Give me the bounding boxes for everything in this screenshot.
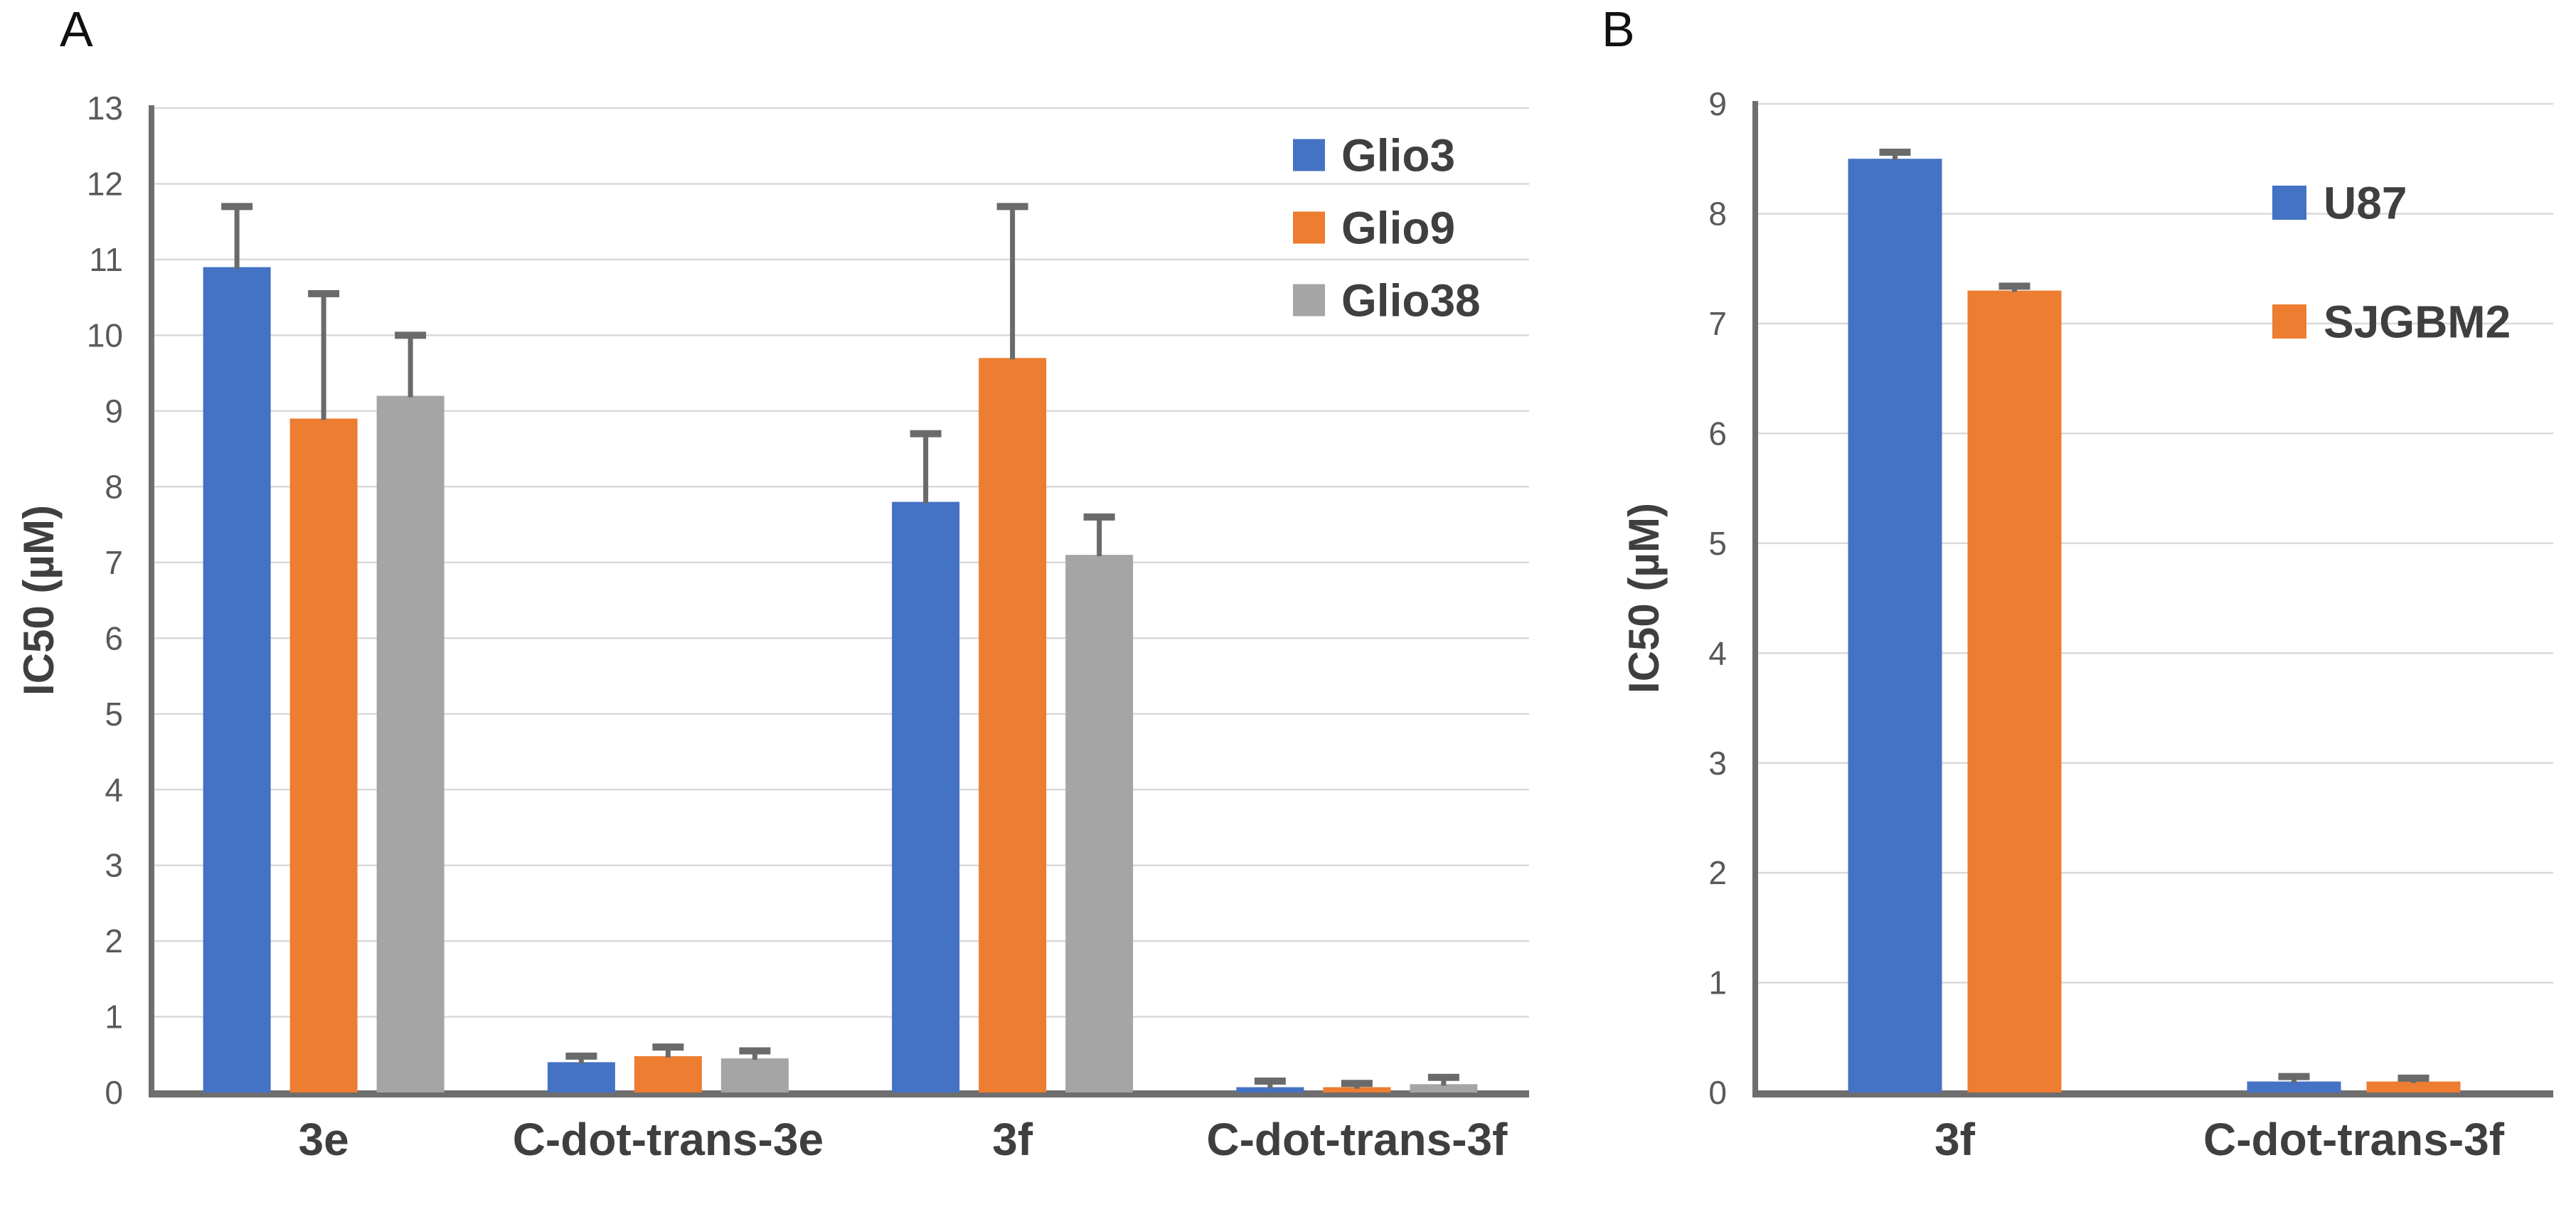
y-tick-label: 7 <box>1708 305 1727 342</box>
legend-swatch-Glio9 <box>1293 211 1325 244</box>
y-axis-title: IC50 (µM) <box>15 505 63 696</box>
bar-U87 <box>1848 159 1942 1093</box>
panel-b-label: B <box>1602 1 1635 57</box>
bar-SJGBM2 <box>1967 290 2062 1092</box>
y-tick-label: 0 <box>1708 1074 1727 1111</box>
category-label: 3f <box>992 1114 1033 1165</box>
legend-label: SJGBM2 <box>2324 296 2511 347</box>
legend-swatch-Glio3 <box>1293 139 1325 171</box>
bar-chart-panel-b: 0 1 2 3 4 5 6 7 8 9 3f C-dot-trans-3f IC50 (µM) U87 SJ… <box>1622 85 2553 1165</box>
y-tick-label: 1 <box>1708 964 1727 1001</box>
bar-Glio9 <box>979 358 1047 1092</box>
y-tick-label: 0 <box>105 1074 123 1111</box>
y-tick-label: 9 <box>1708 85 1727 122</box>
bar-U87 <box>2247 1081 2341 1092</box>
y-tick-label: 1 <box>105 999 123 1036</box>
category-label: C-dot-trans-3f <box>1206 1114 1508 1165</box>
bar-Glio3 <box>892 501 960 1092</box>
legend-swatch-Glio38 <box>1293 284 1325 317</box>
y-tick-label: 2 <box>1708 854 1727 891</box>
y-tick-label: 9 <box>105 393 123 430</box>
y-tick-label: 12 <box>87 166 123 203</box>
y-tick-label: 7 <box>105 544 123 581</box>
y-tick-label: 6 <box>105 620 123 656</box>
bar-Glio3 <box>547 1062 615 1092</box>
legend-label: Glio9 <box>1341 202 1455 253</box>
bar-Glio38 <box>1065 555 1134 1092</box>
legend-label: Glio38 <box>1341 275 1481 326</box>
bar-Glio9 <box>634 1056 702 1092</box>
bar-Glio38 <box>1410 1084 1478 1092</box>
y-tick-label: 2 <box>105 922 123 959</box>
y-tick-label: 5 <box>1708 525 1727 562</box>
y-axis-title: IC50 (µM) <box>1622 503 1668 693</box>
y-tick-label: 5 <box>105 696 123 733</box>
legend-label: Glio3 <box>1341 129 1455 181</box>
bar-Glio38 <box>376 395 445 1092</box>
bar-Glio9 <box>289 418 358 1092</box>
y-tick-label: 6 <box>1708 415 1727 452</box>
y-tick-label: 3 <box>1708 745 1727 782</box>
category-label: C-dot-trans-3e <box>513 1114 824 1165</box>
bar-SJGBM2 <box>2366 1081 2461 1092</box>
bar-Glio3 <box>1236 1087 1304 1092</box>
legend-label: U87 <box>2324 177 2407 228</box>
category-label: 3e <box>299 1114 349 1165</box>
category-label: 3f <box>1934 1114 1976 1165</box>
legend-swatch-U87 <box>2272 186 2306 220</box>
y-tick-label: 8 <box>105 468 123 505</box>
y-tick-label: 13 <box>87 90 123 127</box>
y-tick-label: 11 <box>89 241 123 278</box>
bar-Glio3 <box>203 267 271 1093</box>
y-tick-label: 3 <box>105 847 123 884</box>
y-tick-label: 4 <box>1708 634 1727 671</box>
bar-Glio9 <box>1323 1087 1391 1092</box>
y-tick-label: 8 <box>1708 196 1727 233</box>
y-tick-label: 10 <box>87 317 123 353</box>
bar-Glio38 <box>720 1058 789 1092</box>
legend-swatch-SJGBM2 <box>2272 304 2306 339</box>
y-tick-label: 4 <box>105 771 123 808</box>
panel-a-label: A <box>60 1 93 57</box>
category-label: C-dot-trans-3f <box>2203 1114 2505 1165</box>
